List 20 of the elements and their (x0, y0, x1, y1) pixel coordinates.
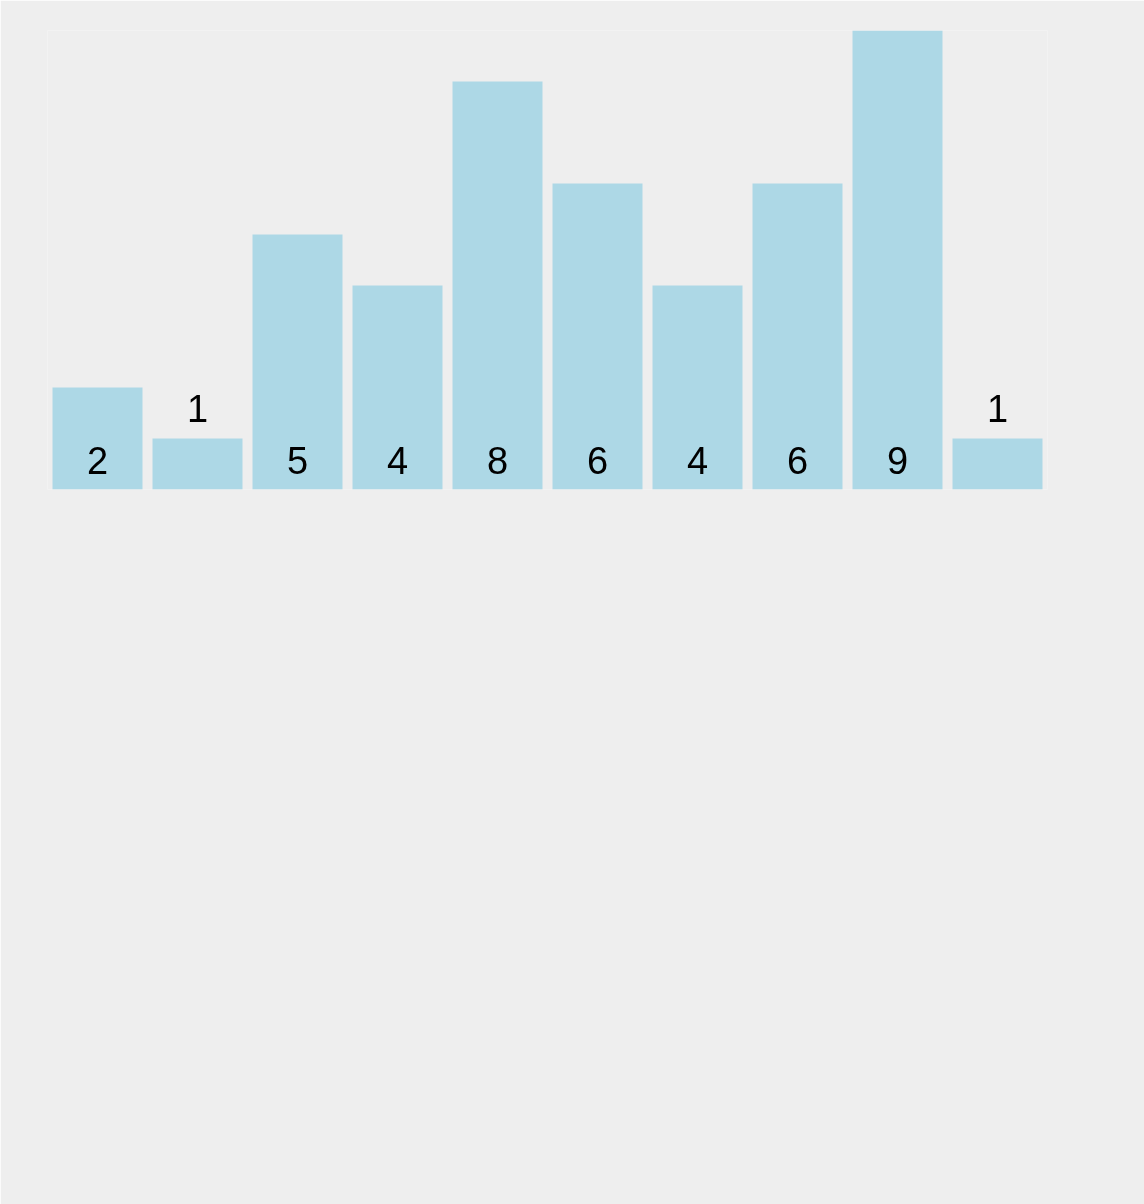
bar (552, 183, 643, 490)
bar (52, 387, 143, 490)
data-label: 9 (886, 440, 909, 482)
data-label: 4 (686, 440, 709, 482)
bar (652, 285, 743, 490)
bar (952, 438, 1043, 490)
data-label: 1 (186, 388, 209, 430)
data-label: 4 (386, 440, 409, 482)
bar (352, 285, 443, 490)
data-label: 6 (586, 440, 609, 482)
data-label: 1 (986, 388, 1009, 430)
data-label: 5 (286, 440, 309, 482)
bar (252, 234, 343, 490)
bar (452, 81, 543, 490)
bar (752, 183, 843, 490)
data-label: 2 (86, 440, 109, 482)
bar (852, 30, 943, 490)
bar (152, 438, 243, 490)
data-label: 6 (786, 440, 809, 482)
data-label: 8 (486, 440, 509, 482)
